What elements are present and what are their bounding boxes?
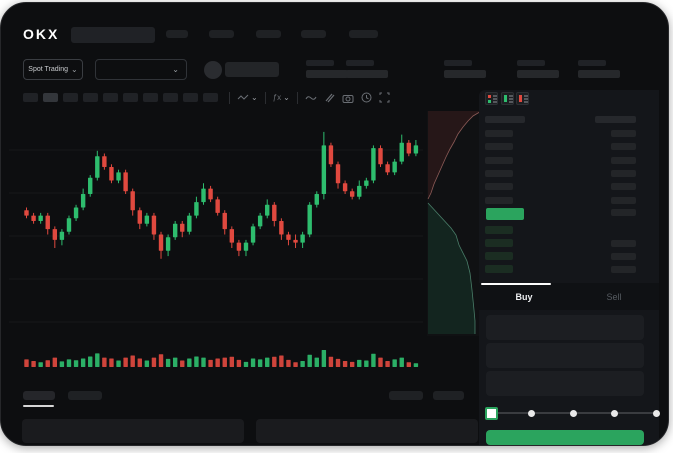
- slider-stop-1[interactable]: [528, 410, 535, 417]
- history-clock-icon[interactable]: [361, 92, 372, 103]
- bottom-panel-left[interactable]: [22, 419, 244, 443]
- tab-buy[interactable]: Buy: [479, 283, 569, 310]
- ask-row-price[interactable]: [485, 143, 513, 151]
- stat-label-2: [346, 60, 374, 66]
- bottom-tab-order-history[interactable]: [68, 391, 102, 400]
- bid-row-price[interactable]: [485, 265, 513, 273]
- market-type-selector[interactable]: Spot Trading ⌄: [23, 59, 83, 80]
- market-type-label: Spot Trading: [28, 66, 68, 73]
- timeframe-button-6[interactable]: [123, 93, 138, 102]
- ask-row-amount[interactable]: [611, 130, 636, 137]
- stat-label-4: [517, 60, 545, 66]
- divider: [264, 91, 266, 104]
- timeframe-button-10[interactable]: [203, 93, 218, 102]
- ask-row-amount[interactable]: [611, 143, 636, 151]
- divider: [229, 91, 230, 104]
- ask-row-price[interactable]: [485, 130, 513, 137]
- timeframe-button-8[interactable]: [163, 93, 178, 102]
- stat-label-3: [444, 60, 472, 66]
- slider-stop-3[interactable]: [611, 410, 618, 417]
- ask-row-amount[interactable]: [611, 156, 636, 164]
- timeframe-button-2[interactable]: [43, 93, 58, 102]
- orderbook-header-left: [485, 116, 525, 123]
- nav-item-5[interactable]: [349, 30, 378, 38]
- nav-item-3[interactable]: [256, 30, 281, 38]
- stat-label-1: [306, 60, 334, 66]
- ask-row-amount[interactable]: [611, 183, 636, 191]
- nav-item-4[interactable]: [301, 30, 326, 38]
- bottom-link-2[interactable]: [433, 391, 464, 400]
- orderbook-header-right: [595, 116, 636, 123]
- fullscreen-icon[interactable]: [379, 92, 390, 103]
- chevron-down-icon: ⌄: [251, 92, 258, 102]
- tab-sell[interactable]: Sell: [569, 283, 659, 310]
- slider-handle[interactable]: [485, 407, 498, 420]
- ask-row-price[interactable]: [485, 183, 513, 191]
- bottom-panel-right[interactable]: [256, 419, 478, 443]
- slider-stop-4[interactable]: [652, 410, 660, 417]
- stat-label-5: [578, 60, 606, 66]
- book-bids-icon[interactable]: [500, 92, 514, 105]
- bid-row-price[interactable]: [485, 239, 513, 247]
- stat-value-3: [444, 70, 486, 78]
- ask-row-price[interactable]: [485, 169, 513, 177]
- stat-value-2: [346, 70, 388, 78]
- amount-input[interactable]: [486, 343, 644, 368]
- tab-buy-label: Buy: [515, 291, 533, 302]
- divider: [296, 91, 298, 104]
- bid-row-amount[interactable]: [611, 240, 636, 247]
- timeframe-button-3[interactable]: [63, 93, 78, 102]
- last-price-badge[interactable]: [486, 208, 524, 220]
- timeframe-button-5[interactable]: [103, 93, 118, 102]
- camera-icon[interactable]: [342, 93, 354, 103]
- app-window: OKX Spot Trading ⌄ ⌄ ⌄ ƒx ⌄: [0, 2, 669, 446]
- coin-avatar: [204, 61, 222, 79]
- ask-row-amount[interactable]: [611, 169, 636, 177]
- bottom-tab-open-orders[interactable]: [23, 391, 55, 400]
- pair-dropdown[interactable]: ⌄: [95, 59, 187, 80]
- bottom-link-1[interactable]: [389, 391, 423, 400]
- stat-value-1: [306, 70, 348, 78]
- timeframe-button-9[interactable]: [183, 93, 198, 102]
- buy-submit-button[interactable]: [486, 430, 644, 445]
- chevron-down-icon: ⌄: [283, 92, 290, 102]
- chevron-down-icon: ⌄: [172, 64, 179, 74]
- ask-row-price[interactable]: [485, 156, 513, 164]
- nav-item-1[interactable]: [166, 30, 188, 38]
- trade-tabs: Buy Sell: [479, 283, 659, 310]
- price-chart-canvas[interactable]: [1, 3, 669, 446]
- ask-row-price[interactable]: [485, 196, 513, 204]
- timeframe-button-4[interactable]: [83, 93, 98, 102]
- line-tool-icon[interactable]: [305, 94, 317, 102]
- okx-logo[interactable]: OKX: [23, 26, 60, 42]
- timeframe-button-7[interactable]: [143, 93, 158, 102]
- indicators-icon[interactable]: ƒx ⌄: [272, 92, 290, 102]
- nav-search-placeholder[interactable]: [71, 27, 155, 43]
- ask-row-amount[interactable]: [611, 196, 636, 204]
- slider-stop-2[interactable]: [569, 410, 577, 417]
- bid-row-amount[interactable]: [611, 253, 636, 260]
- active-tab-indicator: [481, 283, 551, 285]
- pair-name-placeholder: [225, 62, 279, 77]
- stat-value-4: [517, 70, 559, 78]
- chart-tools: ⌄ ƒx ⌄: [229, 89, 390, 106]
- bottom-tab-active-indicator: [23, 405, 54, 407]
- nav-item-2[interactable]: [209, 30, 234, 38]
- compare-icon[interactable]: [324, 92, 335, 103]
- last-price-amount: [611, 209, 636, 216]
- stat-value-5: [578, 70, 620, 78]
- bid-row-price[interactable]: [485, 226, 513, 234]
- bid-row-amount[interactable]: [611, 266, 636, 273]
- bid-row-price[interactable]: [485, 252, 513, 260]
- total-input[interactable]: [486, 371, 644, 396]
- timeframe-button-1[interactable]: [23, 93, 38, 102]
- book-asks-icon[interactable]: [516, 92, 529, 105]
- candle-style-icon[interactable]: ⌄: [237, 93, 258, 102]
- chevron-down-icon: ⌄: [71, 64, 78, 74]
- price-input[interactable]: [486, 315, 644, 340]
- tab-sell-label: Sell: [606, 291, 622, 302]
- book-both-icon[interactable]: [485, 92, 498, 105]
